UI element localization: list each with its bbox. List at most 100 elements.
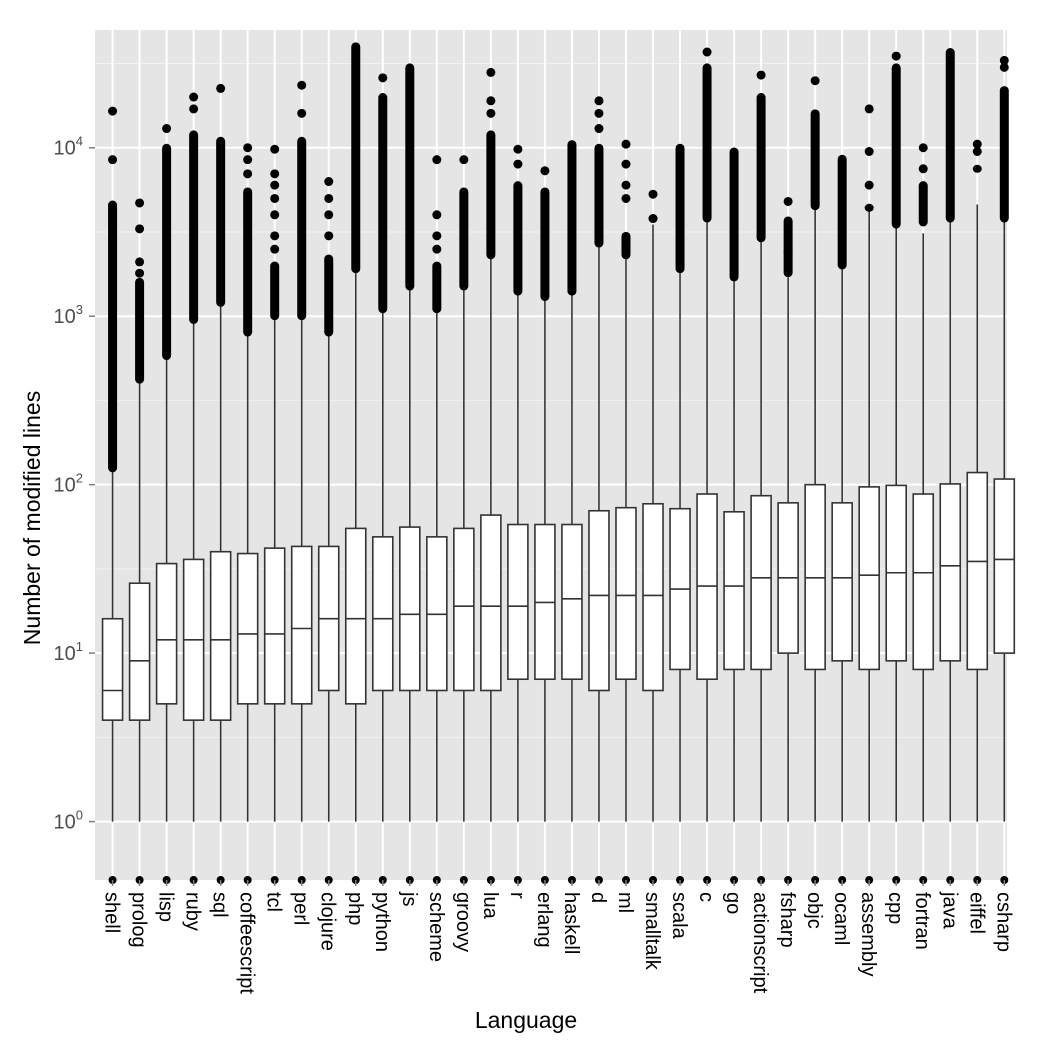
box-java xyxy=(939,48,962,884)
outlier-point xyxy=(270,210,280,220)
category-label-python: python xyxy=(371,892,393,952)
iqr-box xyxy=(209,550,232,721)
outlier-point xyxy=(702,47,712,57)
outlier-point xyxy=(810,76,820,86)
outlier-point xyxy=(513,159,523,169)
outlier-band xyxy=(135,277,145,384)
outlier-point xyxy=(270,193,280,203)
outlier-band xyxy=(270,261,280,321)
outlier-point xyxy=(270,244,280,254)
box-go xyxy=(723,147,745,884)
outlier-point xyxy=(621,193,631,203)
box-ml xyxy=(615,139,637,884)
outlier-band xyxy=(621,231,631,260)
box-prolog xyxy=(128,198,151,884)
category-label-java: java xyxy=(938,891,960,930)
outlier-point xyxy=(243,155,253,165)
outlier-point xyxy=(324,210,334,220)
category-label-ml: ml xyxy=(614,892,636,913)
iqr-box xyxy=(993,478,1016,654)
box-cpp xyxy=(885,51,908,884)
box-erlang xyxy=(534,166,556,884)
outlier-band xyxy=(837,154,847,270)
outlier-point xyxy=(135,268,145,278)
iqr-box xyxy=(290,545,313,705)
category-label-shell: shell xyxy=(101,892,123,933)
outlier-point xyxy=(594,108,604,118)
y-tick-label: 103 xyxy=(54,302,83,328)
outlier-point xyxy=(216,83,226,93)
category-label-lua: lua xyxy=(479,892,501,920)
category-label-coffeescript: coffeescript xyxy=(236,892,258,994)
outlier-band xyxy=(243,187,253,337)
outlier-band xyxy=(891,63,901,229)
outlier-point xyxy=(270,144,280,154)
outlier-point xyxy=(270,180,280,190)
category-label-ruby: ruby xyxy=(182,892,204,931)
iqr-box xyxy=(101,617,124,721)
iqr-box xyxy=(561,523,583,681)
outlier-point xyxy=(756,70,766,80)
outlier-point xyxy=(621,180,631,190)
plot-panel xyxy=(95,30,1007,880)
outlier-point xyxy=(864,104,874,114)
box-coffeescript xyxy=(236,143,259,884)
box-php xyxy=(344,42,367,884)
outlier-band xyxy=(378,93,388,314)
category-label-scheme: scheme xyxy=(425,892,447,962)
box-actionscript xyxy=(750,70,772,884)
outlier-point xyxy=(324,177,334,187)
box-haskell xyxy=(561,140,583,884)
box-r xyxy=(507,144,529,884)
box-fsharp xyxy=(777,196,799,884)
outlier-point xyxy=(999,55,1009,65)
outlier-point xyxy=(486,108,496,118)
outlier-band xyxy=(459,187,469,291)
category-label-fsharp: fsharp xyxy=(776,892,798,948)
box-c xyxy=(696,47,718,884)
category-label-prolog: prolog xyxy=(128,892,150,948)
box-shell xyxy=(101,106,124,884)
outlier-point xyxy=(189,104,199,114)
outlier-point xyxy=(324,231,334,241)
category-label-scala: scala xyxy=(668,892,690,940)
category-label-c: c xyxy=(695,892,717,902)
y-axis-ticks: 100 101 102 103 104 xyxy=(54,134,95,834)
category-label-js: js xyxy=(398,891,420,906)
outlier-band xyxy=(702,63,712,223)
category-label-groovy: groovy xyxy=(452,892,474,952)
iqr-box xyxy=(939,483,962,662)
category-label-smalltalk: smalltalk xyxy=(641,892,663,971)
category-label-lisp: lisp xyxy=(155,892,177,922)
category-label-csharp: csharp xyxy=(992,892,1014,952)
box-python xyxy=(371,73,394,884)
iqr-box xyxy=(480,514,502,692)
outlier-point xyxy=(189,92,199,102)
box-scheme xyxy=(426,155,448,884)
iqr-box xyxy=(344,527,367,705)
category-label-haskell: haskell xyxy=(560,892,582,954)
outlier-point xyxy=(243,143,253,153)
category-label-fortran: fortran xyxy=(911,892,933,950)
category-label-sql: sql xyxy=(209,892,231,918)
outlier-point xyxy=(108,106,118,116)
outlier-point xyxy=(621,159,631,169)
box-scala xyxy=(669,143,691,884)
category-label-objc: objc xyxy=(803,892,825,929)
outlier-point xyxy=(378,73,388,83)
box-sql xyxy=(209,83,232,884)
iqr-box xyxy=(507,523,529,681)
iqr-box xyxy=(858,486,880,671)
outlier-point xyxy=(783,196,793,206)
outlier-point xyxy=(972,146,982,156)
category-label-tcl: tcl xyxy=(263,892,285,912)
outlier-point xyxy=(918,164,928,174)
outlier-point xyxy=(513,144,523,154)
outlier-band xyxy=(108,200,118,473)
outlier-point xyxy=(432,231,442,241)
box-ocaml xyxy=(831,154,853,884)
y-tick-label: 101 xyxy=(54,639,83,665)
box-csharp xyxy=(993,55,1016,884)
outlier-point xyxy=(108,155,118,165)
